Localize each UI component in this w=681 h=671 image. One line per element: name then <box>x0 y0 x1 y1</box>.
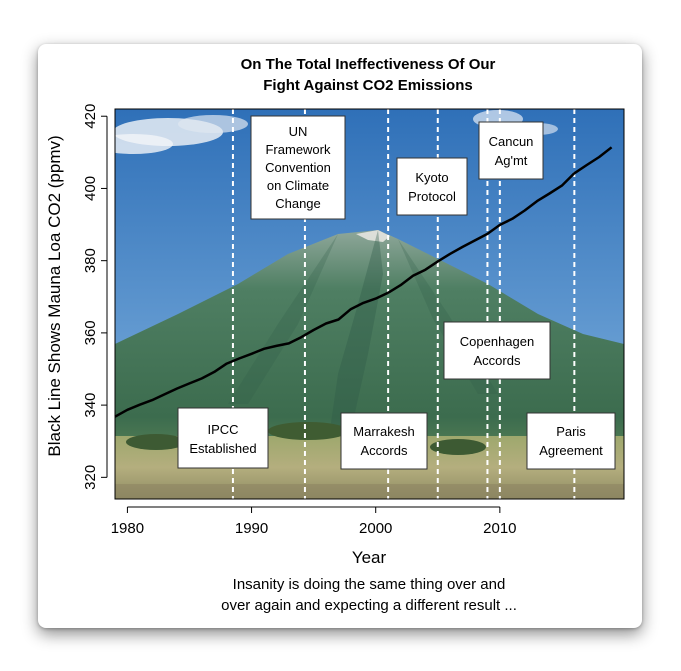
plot-border <box>114 108 625 500</box>
annotation-copenhagen-line-1: Copenhagen <box>460 334 534 349</box>
annotation-ipcc-line-2: Established <box>189 441 256 456</box>
y-tick-label: 340 <box>82 393 99 418</box>
chart-card: On The Total Ineffectiveness Of Our Figh… <box>38 44 642 628</box>
annotation-ipcc-line-1: IPCC <box>207 422 238 437</box>
x-tick-label: 2000 <box>359 520 392 537</box>
y-axis: 320 340 360 380 400 420 <box>82 104 108 490</box>
x-tick-label: 1990 <box>235 520 268 537</box>
x-tick-label: 1980 <box>111 520 144 537</box>
series-group <box>114 146 613 418</box>
annotation-paris-agreement: Paris Agreement <box>526 412 616 470</box>
annotation-un-line-2: Framework <box>265 142 331 157</box>
annotation-un-line-3: Convention <box>265 160 331 175</box>
annotation-copenhagen-accords: Copenhagen Accords <box>443 321 551 380</box>
annotation-cancun-agmt: Cancun Ag'mt <box>478 121 544 180</box>
y-tick-label: 380 <box>82 248 99 273</box>
annotation-marrakesh-accords: Marrakesh Accords <box>340 412 428 470</box>
x-tick-label: 2010 <box>483 520 516 537</box>
y-tick-label: 420 <box>82 104 99 129</box>
caption-line-1: Insanity is doing the same thing over an… <box>233 576 506 593</box>
annotation-un-framework: UN Framework Convention on Climate Chang… <box>250 115 346 220</box>
annotation-copenhagen-line-2: Accords <box>474 353 521 368</box>
annotation-paris-line-1: Paris <box>556 424 586 439</box>
annotation-ipcc-established: IPCC Established <box>177 407 269 469</box>
co2-series-line <box>114 146 613 418</box>
y-tick-label: 360 <box>82 320 99 345</box>
annotation-marrakesh-line-1: Marrakesh <box>353 424 414 439</box>
annotation-un-line-1: UN <box>289 124 308 139</box>
annotation-kyoto-line-1: Kyoto <box>415 170 448 185</box>
chart-title-line-2: Fight Against CO2 Emissions <box>263 77 472 94</box>
annotation-cancun-line-2: Ag'mt <box>495 153 528 168</box>
x-axis: 1980 1990 2000 2010 <box>111 506 517 537</box>
x-axis-label: Year <box>352 548 387 567</box>
annotation-cancun-line-1: Cancun <box>489 134 534 149</box>
annotation-marrakesh-line-2: Accords <box>361 443 408 458</box>
caption-line-2: over again and expecting a different res… <box>221 597 517 614</box>
co2-chart: On The Total Ineffectiveness Of Our Figh… <box>45 56 625 614</box>
y-tick-label: 320 <box>82 465 99 490</box>
y-axis-label: Black Line Shows Mauna Loa CO2 (ppmv) <box>45 135 64 456</box>
annotation-kyoto-line-2: Protocol <box>408 189 456 204</box>
annotation-un-line-4: on Climate <box>267 178 329 193</box>
annotation-paris-line-2: Agreement <box>539 443 603 458</box>
annotation-un-line-5: Change <box>275 196 321 211</box>
y-tick-label: 400 <box>82 176 99 201</box>
annotation-kyoto-protocol: Kyoto Protocol <box>396 157 468 216</box>
chart-title-line-1: On The Total Ineffectiveness Of Our <box>241 56 496 73</box>
